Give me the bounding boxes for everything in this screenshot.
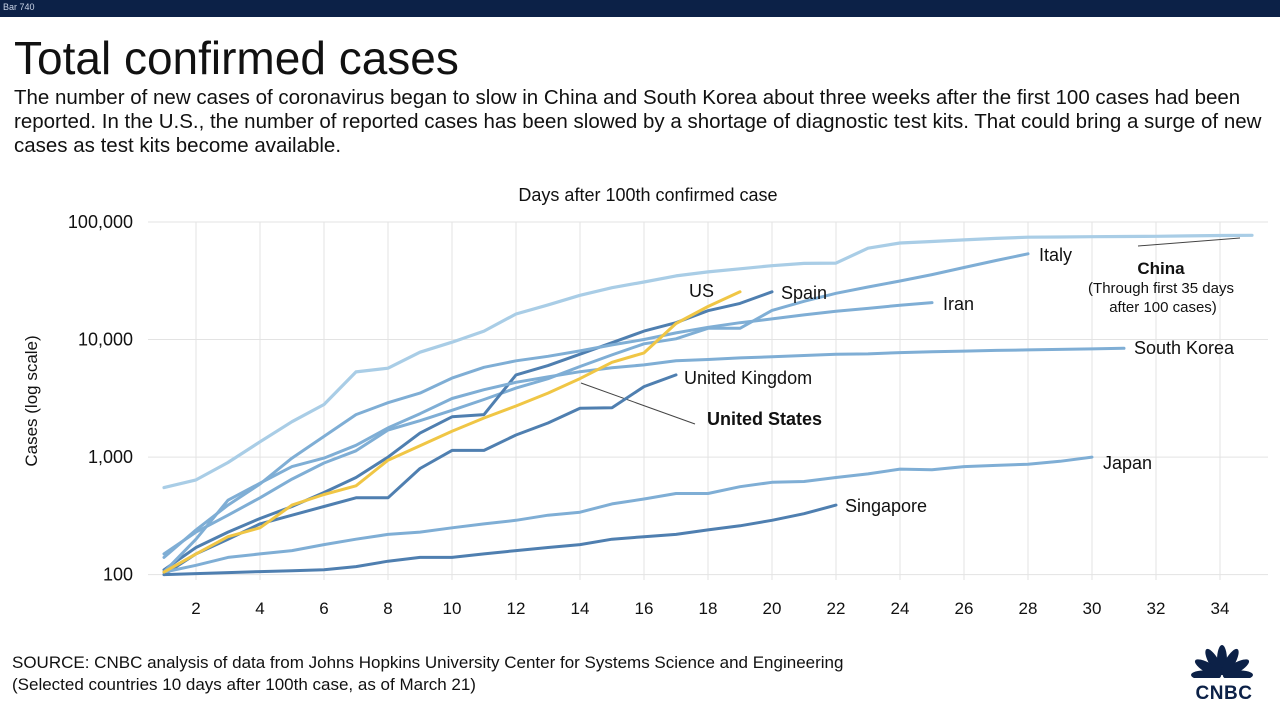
annotation-label: China (1137, 259, 1185, 278)
annotation-label: after 100 cases) (1109, 299, 1217, 316)
us-leader-line (580, 382, 696, 425)
annotation-label: Italy (1039, 245, 1072, 265)
x-tick-label: 10 (443, 599, 462, 618)
x-tick-label: 14 (571, 599, 590, 618)
x-tick-label: 8 (383, 599, 392, 618)
y-tick-label: 1,000 (88, 447, 133, 467)
x-tick-label: 20 (763, 599, 782, 618)
top-bar: Bar 740 (0, 0, 1280, 17)
x-tick-label: 32 (1147, 599, 1166, 618)
series-line-iran (162, 301, 934, 559)
chart-title: Days after 100th confirmed case (518, 185, 777, 205)
x-tick-label: 26 (955, 599, 974, 618)
source-line-2: (Selected countries 10 days after 100th … (12, 675, 476, 694)
annotation-label: US (689, 281, 714, 301)
series-line-singapore (162, 503, 838, 577)
china-leader-line (1137, 237, 1241, 247)
x-tick-label: 34 (1211, 599, 1230, 618)
annotation-label: Japan (1103, 453, 1152, 473)
y-tick-label: 100 (103, 565, 133, 585)
x-tick-label: 30 (1083, 599, 1102, 618)
x-tick-label: 18 (699, 599, 718, 618)
series-line-china (162, 233, 1254, 490)
annotation-label: South Korea (1134, 338, 1235, 358)
series-line-japan (162, 455, 1094, 574)
annotation-label: Iran (943, 294, 974, 314)
cnbc-logo-text: CNBC (1195, 683, 1253, 704)
cnbc-peacock-icon (1180, 645, 1264, 704)
top-bar-label: Bar 740 (3, 2, 35, 12)
annotation-label: United States (707, 409, 822, 429)
series-line-united-kingdom (162, 373, 678, 577)
series-line-us (162, 290, 742, 574)
annotation-label: Spain (781, 283, 827, 303)
series-line-italy (162, 252, 1030, 556)
x-tick-label: 28 (1019, 599, 1038, 618)
page-subtitle: The number of new cases of coronavirus b… (14, 86, 1262, 157)
y-tick-label: 100,000 (68, 212, 133, 232)
annotation-label: Singapore (845, 496, 927, 516)
x-tick-label: 12 (507, 599, 526, 618)
x-tick-label: 2 (191, 599, 200, 618)
x-tick-label: 24 (891, 599, 910, 618)
page-title: Total confirmed cases (14, 32, 459, 84)
x-tick-label: 22 (827, 599, 846, 618)
source-line-1: SOURCE: CNBC analysis of data from Johns… (12, 653, 844, 672)
x-tick-label: 16 (635, 599, 654, 618)
x-tick-label: 4 (255, 599, 264, 618)
annotation-label: (Through first 35 days (1088, 280, 1234, 297)
cases-line-chart: Days after 100th confirmed case 100 1,000 1… (22, 185, 1268, 618)
x-tick-label: 6 (319, 599, 328, 618)
y-axis-label: Cases (log scale) (22, 335, 41, 466)
source-note: SOURCE: CNBC analysis of data from Johns… (12, 652, 843, 696)
annotation-label: United Kingdom (684, 368, 812, 388)
y-tick-label: 10,000 (78, 330, 133, 350)
series-line-spain (162, 290, 774, 572)
series-line-south-korea (162, 346, 1126, 574)
